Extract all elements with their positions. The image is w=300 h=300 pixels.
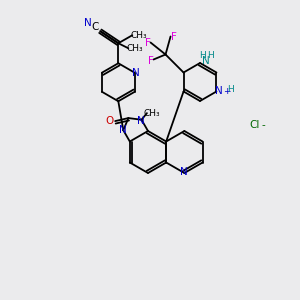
Text: N: N — [202, 56, 210, 66]
Text: N: N — [214, 86, 222, 97]
Text: CH₃: CH₃ — [144, 109, 160, 118]
Text: N: N — [84, 18, 92, 28]
Text: CH₃: CH₃ — [126, 44, 142, 53]
Text: Cl: Cl — [250, 120, 260, 130]
Text: H: H — [227, 85, 234, 94]
Text: O: O — [105, 116, 113, 126]
Text: F: F — [148, 56, 154, 67]
Text: N: N — [136, 116, 144, 126]
Text: C: C — [92, 22, 99, 32]
Text: N: N — [181, 167, 188, 177]
Text: H: H — [199, 50, 206, 59]
Text: N: N — [119, 125, 127, 135]
Text: -: - — [261, 120, 265, 130]
Text: +: + — [223, 87, 230, 96]
Text: F: F — [145, 38, 151, 47]
Text: CH₃: CH₃ — [130, 31, 147, 40]
Text: F: F — [171, 32, 176, 41]
Text: H: H — [207, 50, 213, 59]
Text: N: N — [132, 68, 140, 78]
